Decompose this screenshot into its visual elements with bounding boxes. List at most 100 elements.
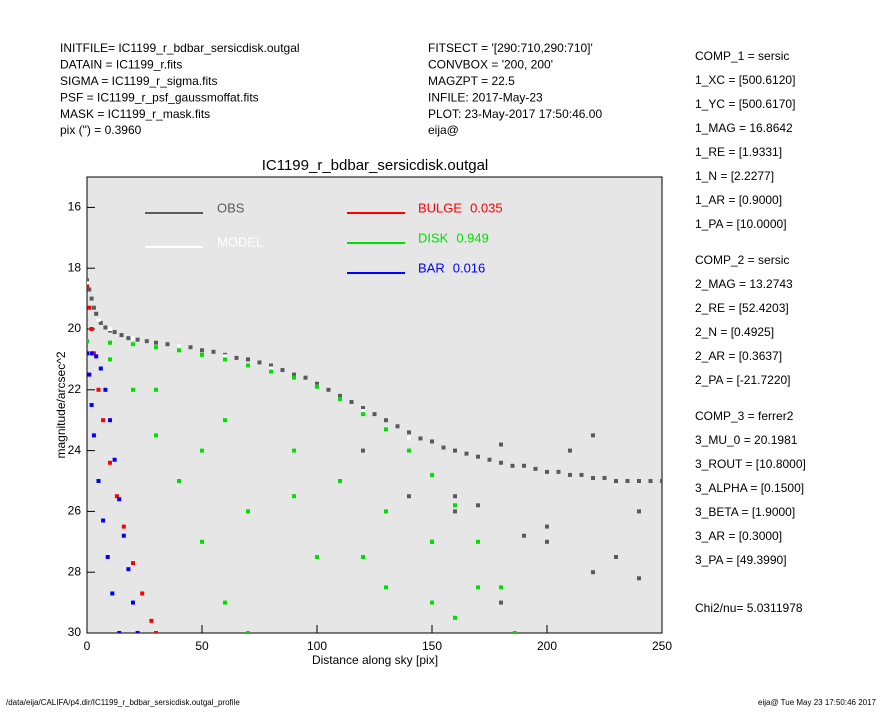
param-line: 2_RE = [52.4203] — [695, 301, 789, 315]
point — [223, 600, 227, 605]
point — [105, 555, 110, 559]
point — [372, 412, 377, 417]
point — [126, 336, 131, 341]
point — [188, 345, 193, 350]
point — [303, 375, 308, 380]
point — [349, 399, 354, 404]
point — [200, 448, 204, 453]
point — [441, 445, 446, 450]
point — [108, 340, 112, 345]
x-tick-label: 150 — [422, 639, 442, 653]
point — [246, 363, 250, 368]
point — [625, 479, 630, 483]
point — [453, 503, 457, 508]
chart-title: IC1199_r_bdbar_sersicdisk.outgal — [262, 157, 489, 174]
point — [591, 475, 595, 480]
point — [108, 460, 112, 465]
point — [292, 372, 296, 377]
point — [315, 381, 319, 386]
param-line: COMP_2 = sersic — [695, 253, 789, 267]
point — [89, 403, 94, 407]
point — [326, 387, 331, 392]
point — [140, 591, 145, 596]
point — [292, 375, 296, 380]
header-line: MAGZPT = 22.5 — [428, 74, 515, 88]
point — [119, 333, 124, 338]
point — [110, 591, 115, 596]
legend-label: MODEL — [217, 234, 263, 249]
x-axis-label: Distance along sky [pix] — [312, 653, 438, 667]
point — [154, 345, 158, 350]
point — [453, 509, 457, 514]
param-line: COMP_3 = ferrer2 — [695, 409, 794, 423]
point — [223, 354, 227, 359]
point — [154, 631, 158, 633]
param-line: 2_N = [0.4925] — [695, 325, 774, 339]
point — [87, 278, 89, 283]
point — [103, 387, 108, 392]
point — [338, 396, 342, 401]
y-tick-label: 24 — [68, 443, 82, 457]
point — [602, 475, 607, 480]
point — [522, 533, 526, 538]
point — [407, 494, 411, 499]
header-line: INITFILE= IC1199_r_bdbar_sersicdisk.outg… — [60, 41, 300, 55]
point — [476, 539, 480, 544]
point — [87, 287, 92, 292]
point — [87, 281, 89, 286]
param-line: 1_YC = [500.6170] — [695, 97, 795, 111]
point — [384, 418, 388, 423]
point — [361, 555, 365, 559]
point — [568, 448, 572, 453]
point — [591, 570, 595, 575]
param-line: 2_AR = [0.3637] — [695, 349, 782, 363]
param-line: 3_PA = [49.3990] — [695, 553, 787, 567]
header-line: DATAIN = IC1199_r.fits — [60, 58, 182, 72]
point — [648, 479, 653, 483]
point — [499, 600, 503, 605]
point — [499, 442, 503, 447]
y-tick-label: 28 — [68, 564, 82, 578]
point — [96, 479, 101, 483]
point — [556, 469, 561, 474]
param-line: 1_AR = [0.9000] — [695, 193, 782, 207]
point — [200, 348, 204, 353]
point — [131, 342, 135, 347]
point — [407, 436, 411, 441]
point — [200, 352, 204, 357]
point — [292, 494, 296, 499]
param-line: 3_MU_0 = 20.1981 — [695, 433, 798, 447]
point — [269, 366, 273, 371]
y-tick-label: 26 — [68, 504, 82, 518]
header-line: pix (") = 0.3960 — [60, 123, 142, 137]
point — [234, 355, 239, 360]
point — [522, 463, 526, 468]
point — [637, 576, 641, 581]
param-line: 2_PA = [-21.7220] — [695, 373, 791, 387]
point — [101, 418, 106, 423]
point — [453, 615, 457, 620]
param-line: 1_MAG = 16.8642 — [695, 121, 793, 135]
point — [418, 436, 423, 441]
legend-fraction: 0.016 — [453, 260, 486, 275]
param-line: 3_ALPHA = [0.1500] — [695, 481, 804, 495]
header-line: INFILE: 2017-May-23 — [428, 90, 543, 104]
point — [117, 497, 122, 502]
point — [476, 585, 480, 590]
point — [361, 412, 365, 417]
y-tick-label: 20 — [68, 321, 82, 335]
header-line: PLOT: 23-May-2017 17:50:46.00 — [428, 107, 602, 121]
point — [453, 494, 457, 499]
y-tick-label: 16 — [68, 200, 82, 214]
point — [135, 631, 140, 633]
point — [292, 448, 296, 453]
point — [487, 457, 492, 462]
point — [121, 524, 126, 529]
point — [510, 463, 515, 468]
point — [384, 509, 388, 514]
x-tick-label: 100 — [307, 639, 327, 653]
point — [533, 466, 538, 471]
point — [280, 368, 285, 373]
point — [269, 363, 273, 368]
